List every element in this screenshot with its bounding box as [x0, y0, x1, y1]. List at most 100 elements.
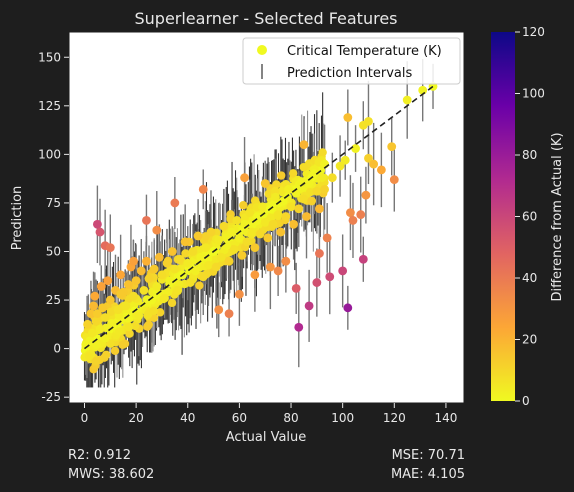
data-point	[121, 301, 131, 311]
data-point	[271, 192, 280, 202]
data-point	[183, 258, 193, 268]
data-point	[85, 336, 95, 346]
data-point	[90, 291, 100, 301]
data-point	[129, 291, 138, 301]
data-point	[87, 328, 97, 338]
data-point	[312, 278, 322, 287]
data-point	[92, 219, 102, 229]
y-tick-label: 50	[46, 244, 61, 258]
data-point	[92, 340, 101, 350]
data-point	[325, 272, 335, 282]
data-point	[198, 184, 208, 194]
data-point	[348, 216, 358, 225]
colorbar-tick-label: 120	[522, 25, 545, 39]
data-point	[98, 303, 107, 313]
data-point	[175, 254, 185, 264]
data-point	[118, 340, 127, 349]
data-point	[103, 276, 113, 286]
data-point	[193, 231, 203, 241]
x-tick-label: 100	[331, 411, 354, 425]
data-point	[170, 198, 180, 208]
data-point	[152, 282, 162, 291]
data-point	[318, 148, 327, 157]
data-point	[315, 204, 324, 214]
data-point	[376, 165, 386, 175]
data-point	[144, 274, 154, 284]
x-tick-label: 0	[81, 411, 89, 425]
data-point	[173, 285, 182, 295]
data-point	[322, 233, 332, 243]
y-tick-label: 75	[46, 196, 61, 210]
data-point	[91, 357, 100, 366]
data-point	[92, 309, 102, 319]
data-point	[273, 266, 283, 276]
data-point	[224, 309, 234, 319]
data-point	[389, 175, 399, 185]
data-point	[211, 262, 221, 272]
data-point	[188, 247, 198, 256]
data-point	[152, 225, 162, 235]
y-tick-label: 125	[38, 99, 61, 113]
data-point	[242, 237, 252, 247]
data-point	[264, 189, 273, 199]
data-point	[288, 169, 298, 178]
data-point	[343, 303, 353, 313]
data-point	[139, 285, 149, 295]
data-point	[86, 309, 96, 319]
legend-label-critical-temperature: Critical Temperature (K)	[287, 44, 442, 59]
data-point	[294, 204, 304, 214]
data-point	[299, 194, 309, 204]
data-point	[105, 295, 115, 305]
data-point	[113, 305, 123, 315]
data-point	[224, 256, 234, 266]
data-point	[418, 85, 428, 95]
data-point	[317, 173, 327, 183]
data-point	[149, 306, 158, 316]
data-point	[315, 249, 324, 258]
data-point	[320, 184, 329, 194]
data-point	[258, 202, 268, 212]
chart-title: Superlearner - Selected Features	[134, 9, 397, 28]
data-point	[291, 283, 301, 293]
data-point	[302, 212, 311, 221]
x-axis-label: Actual Value	[226, 430, 307, 445]
data-point	[100, 313, 110, 322]
data-point	[142, 256, 151, 266]
data-point	[263, 233, 273, 243]
data-point	[255, 229, 265, 239]
data-point	[162, 258, 172, 268]
data-point	[265, 262, 275, 272]
data-point	[343, 113, 353, 122]
data-point	[284, 184, 293, 194]
data-point	[309, 169, 319, 179]
metric-mws: MWS: 38.602	[68, 467, 155, 482]
data-point	[260, 217, 270, 227]
data-point	[123, 314, 132, 323]
data-point	[191, 266, 200, 276]
y-axis-label: Prediction	[10, 186, 25, 251]
data-point	[196, 252, 206, 262]
data-point	[304, 179, 314, 188]
colorbar-tick-label: 0	[522, 394, 530, 408]
data-point	[83, 319, 92, 329]
data-point	[123, 280, 133, 289]
data-point	[281, 256, 291, 266]
y-tick-label: 0	[53, 342, 61, 356]
x-tick-label: 80	[283, 411, 298, 425]
data-point	[170, 264, 180, 274]
data-point	[129, 256, 138, 266]
data-point	[361, 190, 371, 200]
data-point	[131, 276, 141, 286]
data-point	[364, 153, 373, 163]
x-tick-label: 140	[434, 411, 457, 425]
data-point	[294, 322, 304, 332]
data-point	[340, 155, 350, 165]
data-point	[229, 245, 239, 254]
data-point	[273, 210, 283, 219]
data-point	[227, 227, 237, 237]
data-point	[356, 210, 366, 219]
data-point	[160, 293, 169, 303]
data-point	[346, 208, 355, 218]
data-point	[250, 270, 260, 280]
data-point	[107, 318, 116, 328]
